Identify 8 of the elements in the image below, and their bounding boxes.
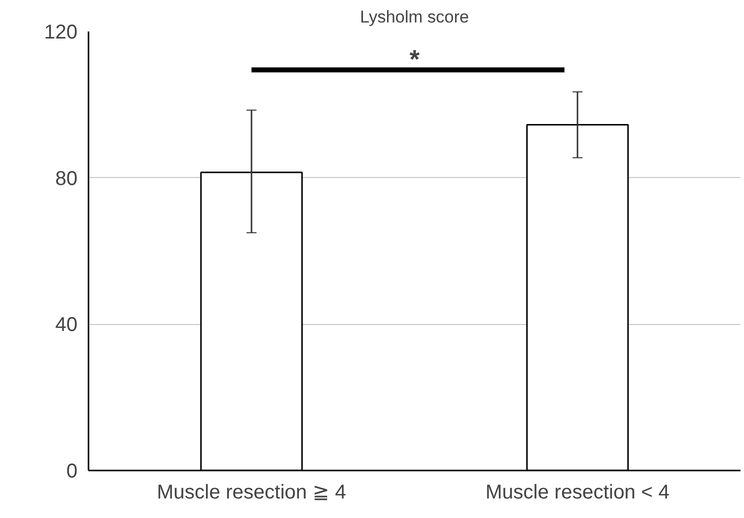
y-tick-label: 120 [44,22,78,44]
y-tick-label: 0 [66,460,78,482]
y-tick-label: 40 [55,314,78,336]
x-tick-label: Muscle resection ≧ 4 [156,482,346,504]
annotation: * [409,44,420,74]
x-tick-label: Muscle resection < 4 [486,482,670,504]
y-tick-label: 80 [55,168,78,190]
chart-title: Lysholm score [360,8,469,26]
